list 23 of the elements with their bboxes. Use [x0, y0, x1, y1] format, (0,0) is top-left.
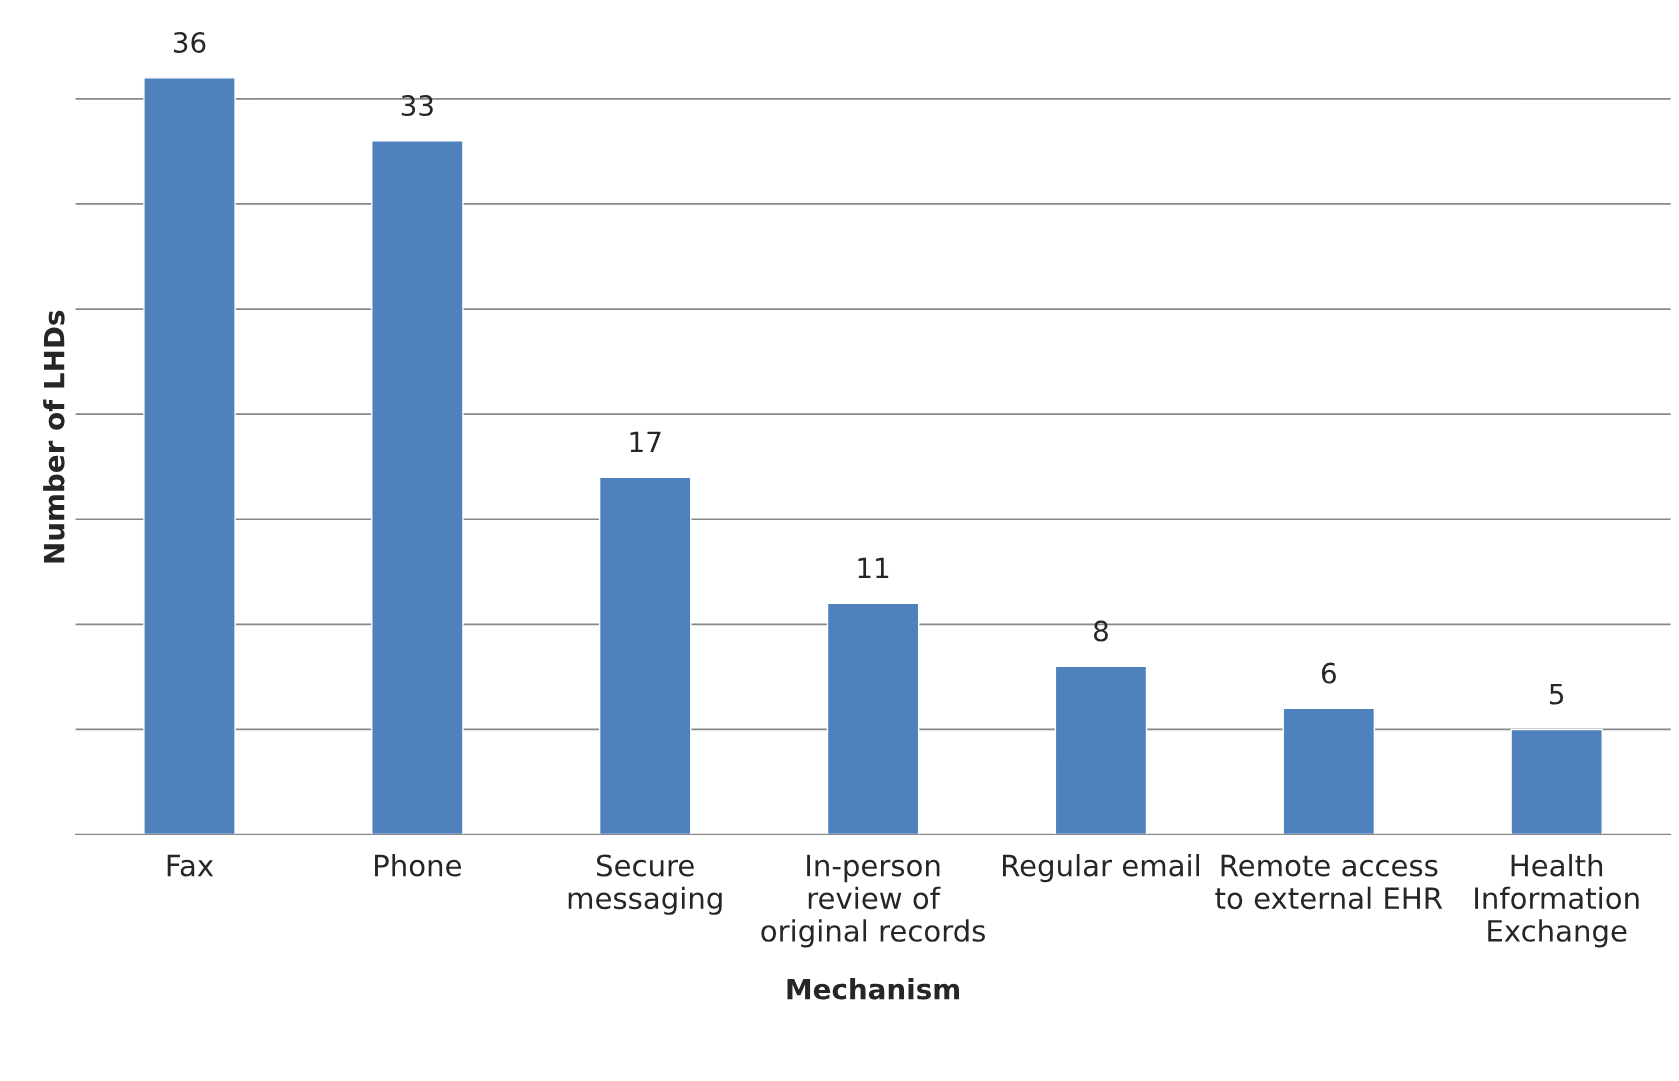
x-tick-label: Remote access to external EHR: [1215, 854, 1443, 910]
data-label: 5: [1549, 683, 1564, 705]
bar: [1282, 707, 1376, 835]
data-label: 11: [858, 557, 889, 579]
bar: [598, 476, 692, 835]
x-tick-label: Regular email: [1003, 853, 1199, 883]
bar: [371, 140, 464, 835]
bar: [143, 77, 236, 835]
x-tick-label: Fax: [167, 854, 214, 877]
x-tick-label: Health Information Exchange: [1475, 853, 1639, 948]
data-label: 8: [1093, 620, 1108, 642]
bar: [1510, 728, 1603, 835]
x-tick-label: Phone: [375, 853, 461, 877]
x-axis-title: Mechanism: [787, 978, 959, 1000]
data-label: 6: [1321, 662, 1336, 684]
data-label: 17: [630, 431, 661, 452]
bar: [1054, 665, 1148, 835]
bar: [826, 602, 920, 835]
x-tick-label: In-person review of original records: [761, 854, 985, 948]
x-tick-label: Secure messaging: [568, 854, 722, 915]
data-label: 36: [173, 31, 206, 54]
y-axis-title: Number of LHDs: [43, 310, 65, 563]
data-label: 33: [401, 95, 433, 117]
